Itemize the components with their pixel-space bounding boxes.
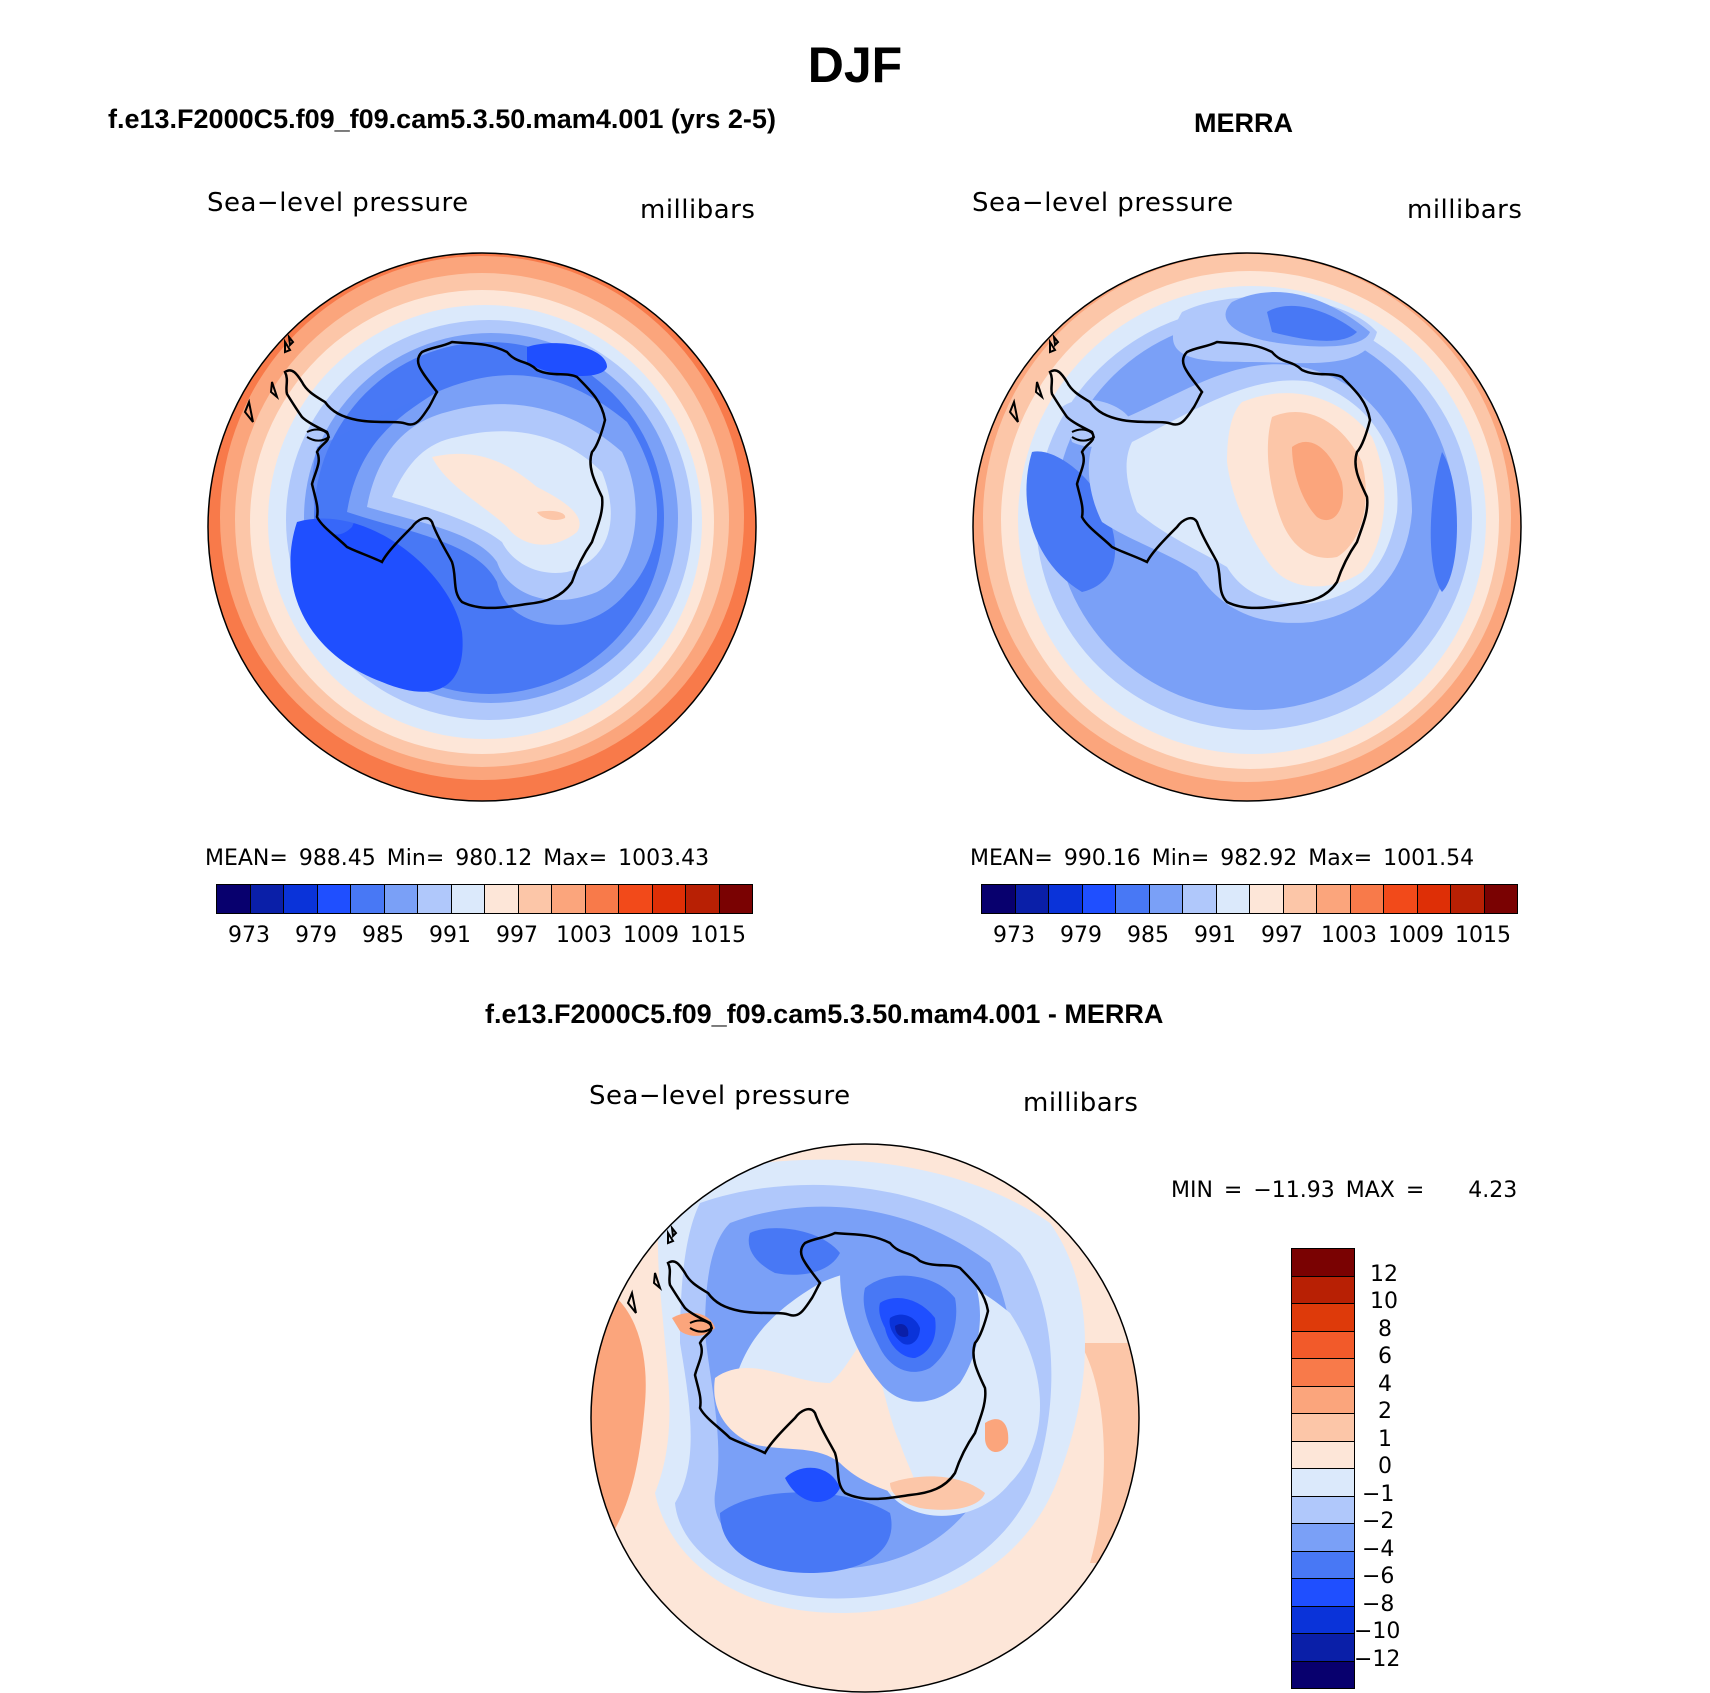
obs-tick: 1015 — [1455, 923, 1511, 948]
model-tick: 973 — [228, 923, 270, 948]
diff-panel-title: f.e13.F2000C5.f09_f09.cam5.3.50.mam4.001… — [485, 999, 1164, 1029]
obs-colorbar-ticks: 973 979 985 991 997 1003 1009 1015 — [981, 923, 1516, 953]
figure-title: DJF — [807, 37, 903, 93]
model-panel-title: f.e13.F2000C5.f09_f09.cam5.3.50.mam4.001… — [108, 104, 776, 134]
diff-units-label: millibars — [1023, 1088, 1139, 1118]
model-tick: 1003 — [556, 923, 612, 948]
diff-tick: 10 — [1370, 1289, 1398, 1314]
diff-colorbar — [1291, 1248, 1355, 1689]
diff-tick: 1 — [1378, 1427, 1392, 1452]
model-stats: MEAN= 988.45 Min= 980.12 Max= 1003.43 — [205, 846, 710, 871]
obs-tick: 985 — [1127, 923, 1169, 948]
diff-tick: −8 — [1362, 1592, 1395, 1617]
model-tick: 979 — [295, 923, 337, 948]
obs-tick: 973 — [993, 923, 1035, 948]
diff-colorbar-ticks: 12 10 8 6 4 2 1 0 −1 −2 −4 −6 −8 −10 −12 — [1354, 1262, 1442, 1682]
model-units-label: millibars — [640, 195, 756, 225]
diff-tick: −4 — [1362, 1537, 1395, 1562]
model-tick: 997 — [496, 923, 538, 948]
diff-stats: MIN = −11.93 MAX = 4.23 — [1171, 1178, 1518, 1203]
obs-polar-map — [972, 252, 1522, 802]
obs-tick: 991 — [1194, 923, 1236, 948]
obs-tick: 979 — [1060, 923, 1102, 948]
obs-tick: 1003 — [1321, 923, 1377, 948]
model-tick: 1015 — [690, 923, 746, 948]
model-tick: 1009 — [623, 923, 679, 948]
obs-units-label: millibars — [1407, 195, 1523, 225]
diff-tick: −10 — [1354, 1619, 1401, 1644]
model-colorbar-ticks: 973 979 985 991 997 1003 1009 1015 — [216, 923, 751, 953]
diff-tick: 4 — [1378, 1372, 1392, 1397]
obs-panel-title: MERRA — [1194, 108, 1293, 138]
model-colorbar — [216, 884, 753, 914]
diff-tick: 2 — [1378, 1399, 1392, 1424]
diff-variable-label: Sea−level pressure — [589, 1081, 851, 1111]
diff-tick: 0 — [1378, 1454, 1392, 1479]
diff-tick: 12 — [1370, 1262, 1398, 1287]
diff-tick: −1 — [1362, 1482, 1395, 1507]
diff-tick: 6 — [1378, 1344, 1392, 1369]
obs-colorbar — [981, 884, 1518, 914]
obs-stats: MEAN= 990.16 Min= 982.92 Max= 1001.54 — [970, 846, 1475, 871]
model-tick: 991 — [429, 923, 471, 948]
model-tick: 985 — [362, 923, 404, 948]
obs-tick: 1009 — [1388, 923, 1444, 948]
model-polar-map — [207, 252, 757, 802]
diff-tick: −6 — [1362, 1564, 1395, 1589]
obs-tick: 997 — [1261, 923, 1303, 948]
diff-tick: −12 — [1354, 1647, 1401, 1672]
diff-tick: 8 — [1378, 1317, 1392, 1342]
diff-tick: −2 — [1362, 1509, 1395, 1534]
diff-polar-map — [590, 1143, 1140, 1693]
obs-variable-label: Sea−level pressure — [972, 188, 1234, 218]
model-variable-label: Sea−level pressure — [207, 188, 469, 218]
